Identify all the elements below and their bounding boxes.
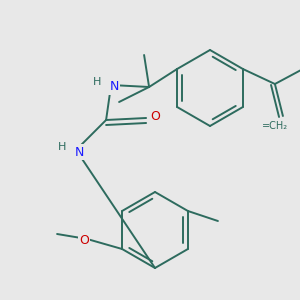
Text: =CH₂: =CH₂ xyxy=(262,121,288,131)
Text: N: N xyxy=(74,146,84,158)
Text: O: O xyxy=(150,110,160,124)
Text: H: H xyxy=(93,77,101,87)
Text: H: H xyxy=(58,142,66,152)
Text: N: N xyxy=(110,80,119,94)
Text: O: O xyxy=(79,235,89,248)
